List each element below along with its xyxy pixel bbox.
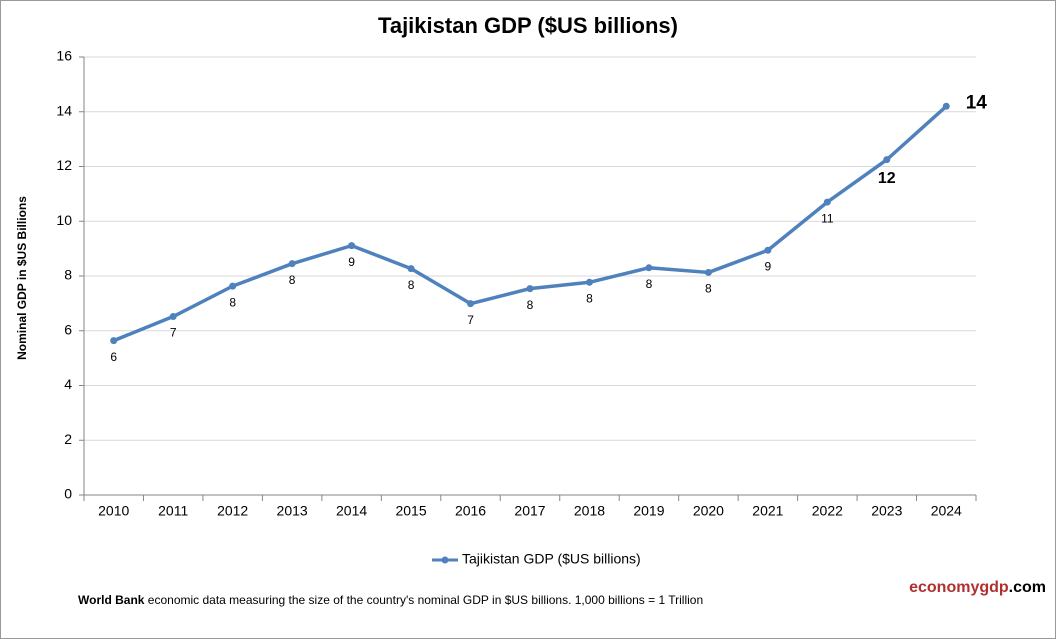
y-tick-label: 4 bbox=[64, 376, 72, 392]
chart-title: Tajikistan GDP ($US billions) bbox=[378, 13, 678, 38]
y-tick-label: 10 bbox=[56, 212, 72, 228]
x-tick-label: 2022 bbox=[812, 503, 843, 519]
data-point bbox=[883, 156, 891, 164]
y-tick-label: 14 bbox=[56, 102, 72, 118]
y-tick-label: 16 bbox=[56, 48, 72, 64]
data-point bbox=[585, 278, 593, 286]
watermark: economygdp.com bbox=[909, 579, 1046, 596]
data-label: 12 bbox=[878, 170, 896, 187]
data-point bbox=[942, 102, 950, 110]
x-tick-label: 2021 bbox=[752, 503, 783, 519]
watermark-suffix: .com bbox=[1009, 579, 1046, 596]
x-tick-label: 2016 bbox=[455, 503, 486, 519]
data-point bbox=[645, 264, 653, 272]
footer: World Bank economic data measuring the s… bbox=[78, 593, 703, 607]
data-label: 8 bbox=[289, 273, 296, 287]
watermark-brand: economygdp bbox=[909, 579, 1009, 596]
data-point bbox=[526, 285, 534, 293]
data-label: 14 bbox=[966, 92, 988, 113]
x-tick-label: 2019 bbox=[633, 503, 664, 519]
y-tick-label: 0 bbox=[64, 486, 72, 502]
data-point bbox=[467, 300, 475, 308]
data-point bbox=[110, 337, 118, 345]
data-point bbox=[288, 260, 296, 268]
data-point bbox=[764, 246, 772, 254]
x-tick-label: 2012 bbox=[217, 503, 248, 519]
data-label: 8 bbox=[527, 298, 534, 312]
data-label: 9 bbox=[348, 255, 355, 269]
legend-marker bbox=[441, 556, 449, 564]
x-tick-label: 2013 bbox=[277, 503, 308, 519]
x-tick-label: 2014 bbox=[336, 503, 367, 519]
x-tick-label: 2011 bbox=[158, 503, 188, 519]
data-label: 8 bbox=[705, 282, 712, 296]
y-tick-label: 12 bbox=[56, 157, 72, 173]
data-label: 11 bbox=[821, 211, 834, 225]
footer-text: economic data measuring the size of the … bbox=[148, 593, 703, 607]
x-tick-label: 2023 bbox=[871, 503, 902, 519]
y-tick-label: 2 bbox=[64, 431, 72, 447]
x-tick-label: 2018 bbox=[574, 503, 605, 519]
data-label: 6 bbox=[110, 350, 117, 364]
data-label: 9 bbox=[765, 259, 772, 273]
x-tick-label: 2017 bbox=[514, 503, 545, 519]
data-label: 7 bbox=[170, 326, 177, 340]
data-point bbox=[348, 242, 356, 250]
x-tick-label: 2015 bbox=[395, 503, 426, 519]
data-point bbox=[229, 282, 237, 290]
data-label: 7 bbox=[467, 313, 474, 327]
data-point bbox=[823, 198, 831, 206]
data-label: 8 bbox=[408, 278, 415, 292]
y-tick-label: 8 bbox=[64, 267, 72, 283]
legend-label: Tajikistan GDP ($US billions) bbox=[462, 551, 641, 567]
y-axis-label: Nominal GDP in $US Billions bbox=[15, 196, 29, 360]
y-tick-label: 6 bbox=[64, 321, 72, 337]
data-point bbox=[407, 265, 415, 273]
x-tick-label: 2020 bbox=[693, 503, 724, 519]
data-label: 8 bbox=[229, 295, 236, 309]
data-point bbox=[704, 268, 712, 276]
data-label: 8 bbox=[646, 277, 653, 291]
data-label: 8 bbox=[586, 291, 593, 305]
x-tick-label: 2010 bbox=[98, 503, 129, 519]
data-point bbox=[169, 313, 177, 321]
footer-source: World Bank bbox=[78, 593, 145, 607]
x-tick-label: 2024 bbox=[931, 503, 962, 519]
